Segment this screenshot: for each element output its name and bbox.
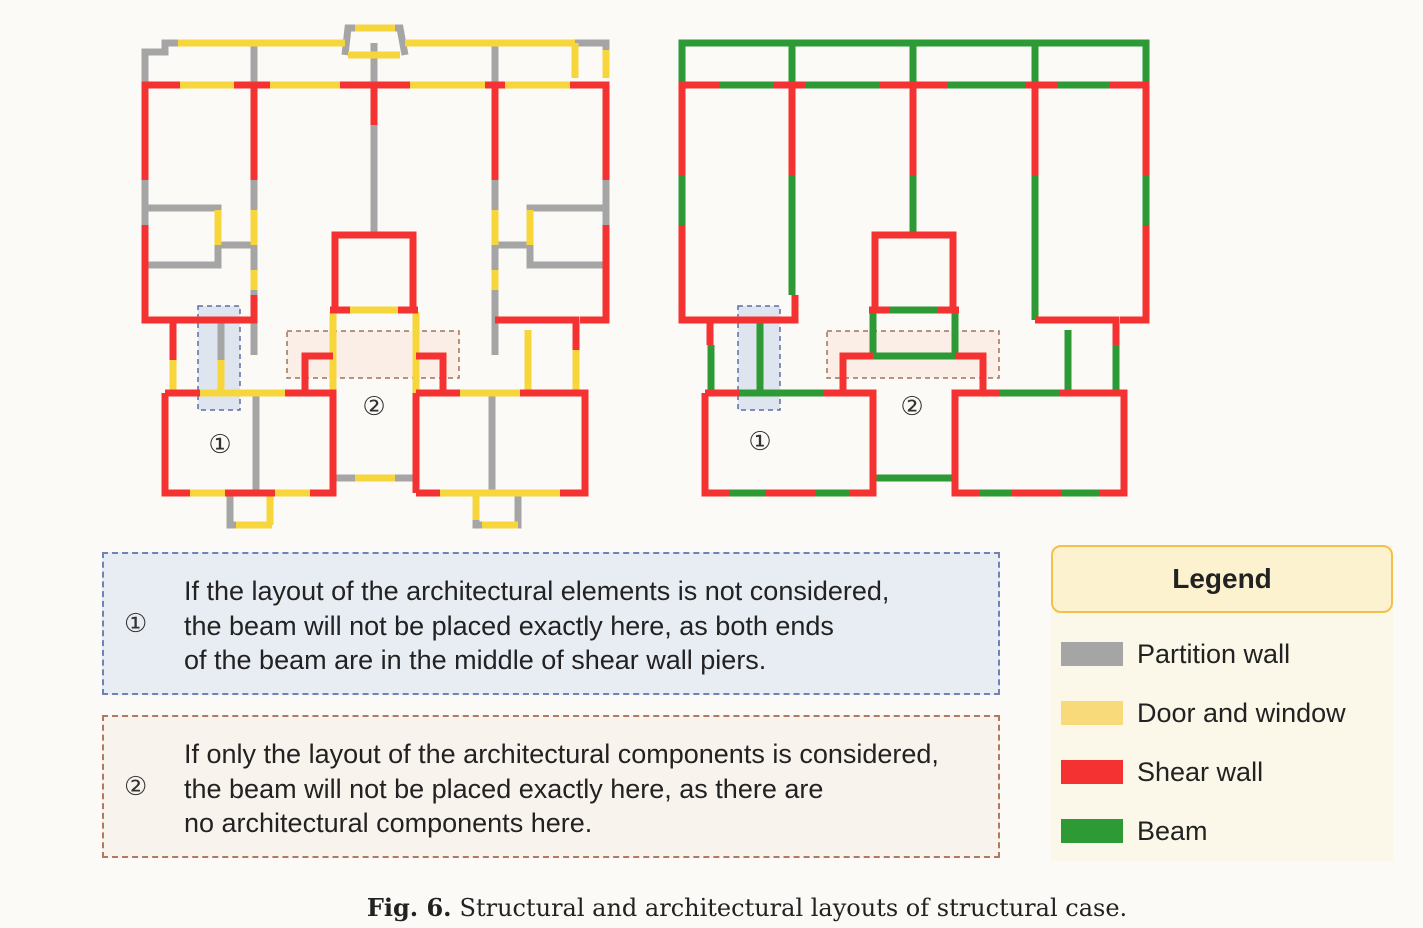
legend-swatch-door-and-window (1061, 701, 1123, 725)
note-2-box: ② If only the layout of the architectura… (102, 715, 1000, 858)
note-1-text: If the layout of the architectural eleme… (184, 574, 889, 678)
architectural-plan: ① ② (141, 24, 610, 529)
structural-plan: ① ② (678, 39, 1150, 497)
note-1-box: ① If the layout of the architectural ele… (102, 552, 1000, 695)
legend-item-beam: Beam (1061, 816, 1208, 846)
legend-label: Shear wall (1137, 756, 1264, 787)
note-1-line: If the layout of the architectural eleme… (184, 576, 890, 606)
legend-label: Partition wall (1137, 638, 1291, 669)
legend-swatch-partition-wall (1061, 642, 1123, 666)
legend-item-door-and-window: Door and window (1061, 698, 1346, 728)
marker-2-right: ② (900, 392, 923, 422)
legend-label: Door and window (1137, 697, 1346, 728)
legend-item-partition-wall: Partition wall (1061, 639, 1290, 669)
legend-item-shear-wall: Shear wall (1061, 757, 1263, 787)
note-2-text: If only the layout of the architectural … (184, 737, 939, 841)
legend-title: Legend (1051, 545, 1393, 613)
figure-caption-text: Structural and architectural layouts of … (459, 894, 1128, 922)
marker-2-left: ② (362, 392, 385, 422)
note-1-line: the beam will not be placed exactly here… (184, 610, 834, 641)
legend-swatch-beam (1061, 819, 1123, 843)
note-2-line: If only the layout of the architectural … (184, 739, 939, 769)
note-2-line: no architectural components here. (184, 808, 593, 838)
figure-caption: Fig. 6. Structural and architectural layo… (0, 893, 1423, 922)
legend-swatch-shear-wall (1061, 760, 1123, 784)
figure-number: Fig. 6. (366, 893, 452, 922)
note-1-marker: ① (124, 608, 148, 639)
marker-1-left: ① (208, 430, 231, 460)
structural-plans: ① ② (141, 24, 1150, 529)
note-2-line: the beam will not be placed exactly here… (184, 773, 824, 804)
note-2-marker: ② (124, 771, 148, 802)
legend-label: Beam (1137, 815, 1208, 846)
legend: Legend Partition wall Door and window Sh… (1051, 545, 1393, 861)
note-1-line: of the beam are in the middle of shear w… (184, 645, 767, 675)
marker-1-right: ① (748, 427, 771, 457)
